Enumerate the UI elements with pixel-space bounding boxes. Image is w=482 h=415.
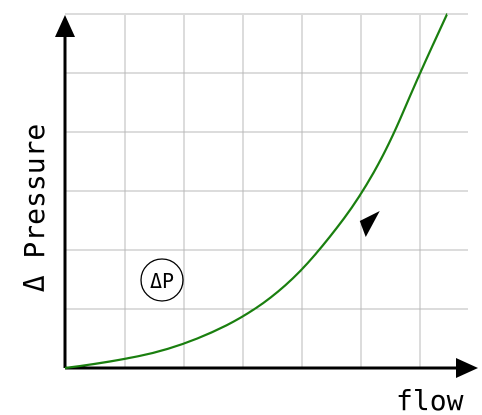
y-axis-label: Δ Pressure (18, 124, 51, 293)
grid (65, 13, 468, 368)
delta-p-annotation-circle (140, 258, 184, 302)
x-axis-arrowhead (456, 358, 478, 378)
marker-layer (359, 210, 380, 237)
axes (55, 15, 478, 378)
curve-direction-arrow (359, 210, 380, 237)
curve-layer (64, 13, 449, 370)
pressure-flow-curve (64, 13, 449, 370)
delta-p-annotation: ΔP (140, 258, 184, 302)
delta-p-annotation-text: ΔP (150, 269, 174, 293)
y-axis-arrowhead (55, 15, 75, 37)
x-axis-label: flow (396, 384, 464, 415)
